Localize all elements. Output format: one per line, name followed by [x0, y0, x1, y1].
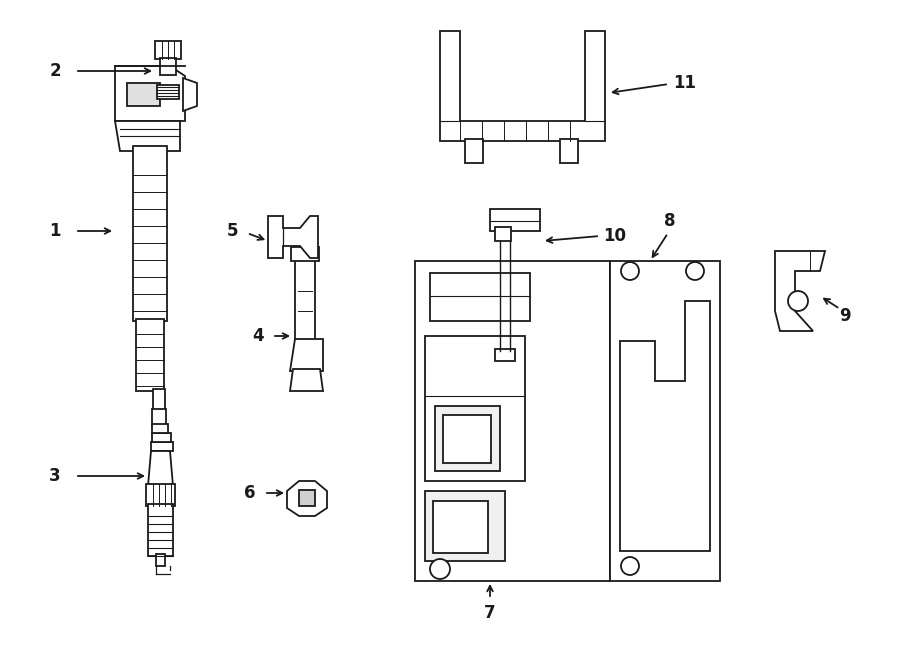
Polygon shape: [148, 451, 173, 486]
Text: 9: 9: [839, 307, 850, 325]
Text: 1: 1: [50, 222, 61, 240]
Text: 5: 5: [227, 222, 239, 240]
Bar: [443, 415, 491, 463]
Polygon shape: [268, 216, 318, 258]
Bar: [495, 349, 515, 361]
Bar: [425, 336, 525, 481]
Bar: [495, 227, 511, 241]
Bar: [152, 409, 166, 426]
Bar: [295, 251, 315, 341]
Text: 6: 6: [244, 484, 256, 502]
Bar: [136, 319, 164, 391]
Text: 7: 7: [484, 604, 496, 622]
Polygon shape: [115, 121, 180, 151]
Polygon shape: [290, 369, 323, 391]
Bar: [430, 273, 530, 321]
Polygon shape: [287, 481, 327, 516]
Polygon shape: [183, 78, 197, 111]
Bar: [415, 261, 610, 581]
Bar: [291, 247, 319, 261]
Bar: [151, 433, 170, 442]
Bar: [425, 491, 505, 561]
Text: 4: 4: [252, 327, 264, 345]
Bar: [157, 85, 179, 99]
Text: 8: 8: [664, 212, 676, 230]
Circle shape: [621, 557, 639, 575]
Polygon shape: [155, 41, 181, 59]
Bar: [435, 406, 500, 471]
Polygon shape: [115, 66, 185, 121]
Bar: [160, 58, 176, 75]
Text: 2: 2: [50, 62, 61, 80]
Bar: [465, 139, 483, 163]
Circle shape: [621, 262, 639, 280]
Polygon shape: [290, 339, 323, 371]
Polygon shape: [775, 251, 825, 331]
Text: 11: 11: [673, 74, 697, 92]
Bar: [152, 424, 168, 433]
Text: 10: 10: [604, 227, 626, 245]
Text: 3: 3: [50, 467, 61, 485]
Bar: [490, 209, 540, 231]
Bar: [156, 554, 165, 566]
Circle shape: [430, 559, 450, 579]
Polygon shape: [146, 484, 175, 506]
Bar: [433, 501, 488, 553]
Circle shape: [788, 291, 808, 311]
Bar: [148, 504, 173, 556]
Bar: [299, 490, 315, 506]
Bar: [560, 139, 578, 163]
Bar: [610, 261, 720, 581]
Polygon shape: [440, 31, 605, 141]
Bar: [151, 442, 173, 451]
Circle shape: [686, 262, 704, 280]
Polygon shape: [620, 301, 710, 551]
Bar: [153, 389, 165, 411]
Bar: [133, 146, 167, 321]
Polygon shape: [127, 83, 160, 106]
